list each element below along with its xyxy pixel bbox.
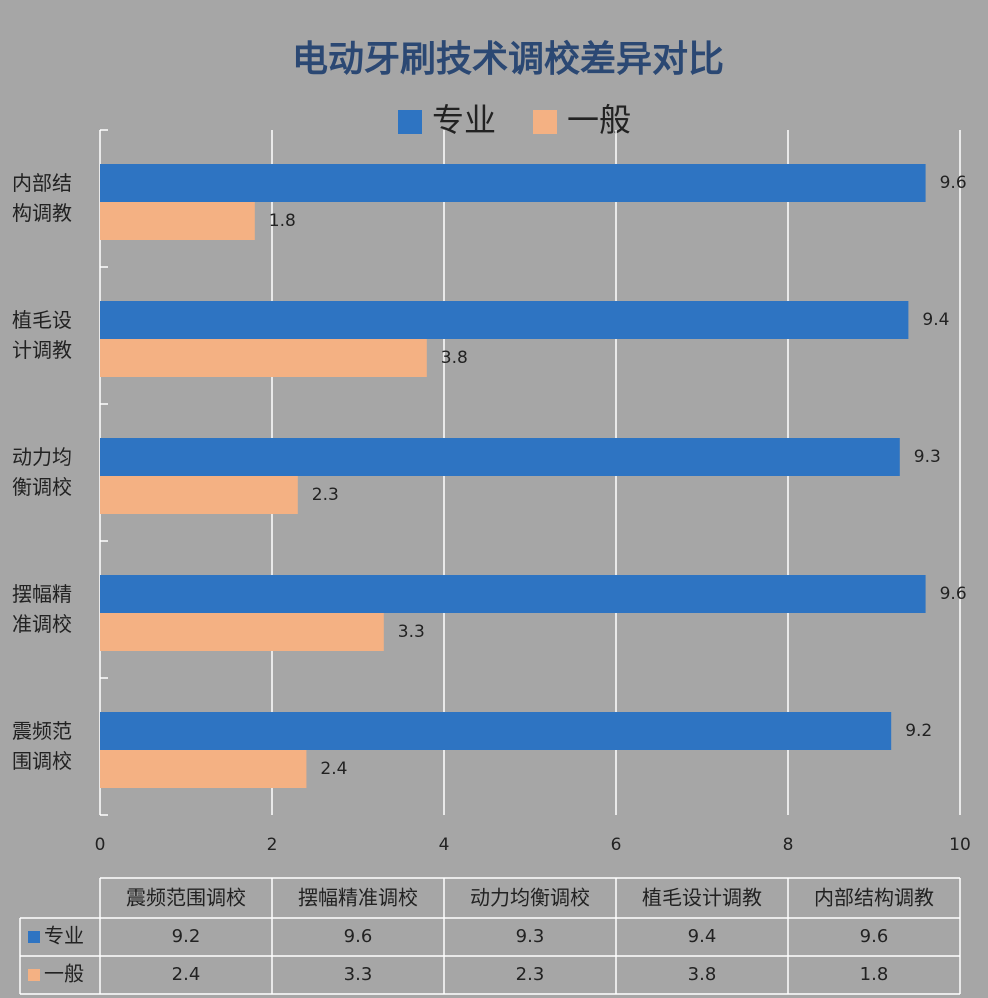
chart-title: 电动牙刷技术调校差异对比 bbox=[292, 38, 724, 80]
x-tick-label: 0 bbox=[95, 835, 106, 855]
y-tick-label: 动力均衡调校 bbox=[12, 445, 72, 499]
table-header: 震频范围调校 bbox=[126, 886, 246, 910]
data-label: 9.4 bbox=[922, 310, 949, 330]
table-header: 摆幅精准调校 bbox=[298, 886, 418, 910]
table-cell: 1.8 bbox=[860, 964, 889, 985]
bar bbox=[100, 339, 427, 377]
table-legend-label: 一般 bbox=[44, 962, 84, 986]
table-legend-swatch bbox=[28, 969, 40, 981]
data-label: 9.6 bbox=[940, 584, 967, 604]
data-label: 9.3 bbox=[914, 447, 941, 467]
table-header: 内部结构调教 bbox=[814, 886, 934, 910]
data-label: 2.4 bbox=[320, 759, 347, 779]
legend-label: 专业 bbox=[432, 101, 496, 139]
table-cell: 2.4 bbox=[172, 964, 201, 985]
table-cell: 9.2 bbox=[172, 926, 201, 947]
legend-swatch bbox=[398, 110, 422, 134]
y-tick-label: 震频范围调校 bbox=[12, 719, 72, 773]
y-tick-label: 内部结构调教 bbox=[12, 171, 72, 225]
table-header: 动力均衡调校 bbox=[470, 886, 590, 910]
bar bbox=[100, 712, 892, 750]
table-cell: 9.4 bbox=[688, 926, 717, 947]
x-tick-label: 2 bbox=[267, 835, 278, 855]
bar bbox=[100, 438, 900, 476]
bar bbox=[100, 301, 909, 339]
bar bbox=[100, 164, 926, 202]
table-legend-label: 专业 bbox=[44, 924, 84, 948]
data-label: 3.3 bbox=[398, 622, 425, 642]
data-label: 3.8 bbox=[441, 348, 468, 368]
x-tick-label: 10 bbox=[949, 835, 971, 855]
bar bbox=[100, 613, 384, 651]
table-cell: 3.8 bbox=[688, 964, 717, 985]
legend-label: 一般 bbox=[567, 101, 631, 139]
table-legend-swatch bbox=[28, 931, 40, 943]
data-label: 9.6 bbox=[940, 173, 967, 193]
data-label: 9.2 bbox=[905, 721, 932, 741]
table-cell: 9.6 bbox=[860, 926, 889, 947]
bar bbox=[100, 750, 307, 788]
data-label: 1.8 bbox=[269, 211, 296, 231]
x-tick-label: 8 bbox=[783, 835, 794, 855]
y-tick-label: 植毛设计调教 bbox=[12, 308, 72, 362]
table-header: 植毛设计调教 bbox=[642, 886, 762, 910]
table-cell: 3.3 bbox=[344, 964, 373, 985]
bar bbox=[100, 575, 926, 613]
x-tick-label: 6 bbox=[611, 835, 622, 855]
bar bbox=[100, 202, 255, 240]
bar bbox=[100, 476, 298, 514]
table-cell: 2.3 bbox=[516, 964, 545, 985]
y-tick-label: 摆幅精准调校 bbox=[12, 582, 72, 636]
table-cell: 9.6 bbox=[344, 926, 373, 947]
legend-swatch bbox=[533, 110, 557, 134]
data-label: 2.3 bbox=[312, 485, 339, 505]
table-cell: 9.3 bbox=[516, 926, 545, 947]
x-tick-label: 4 bbox=[439, 835, 450, 855]
